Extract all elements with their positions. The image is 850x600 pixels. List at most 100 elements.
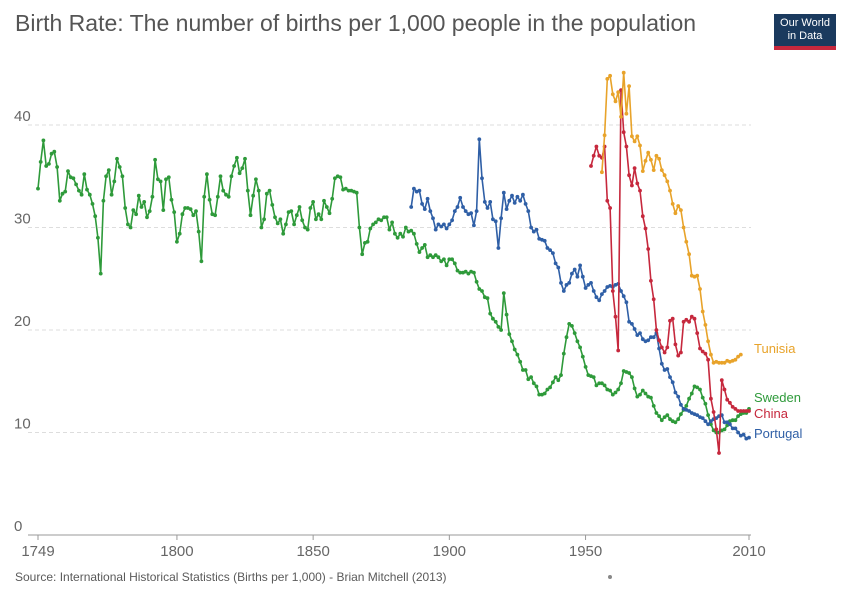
data-point-china[interactable] <box>649 278 653 283</box>
data-point-sweden[interactable] <box>480 289 484 293</box>
data-point-tunisia[interactable] <box>621 70 626 75</box>
data-point-portugal[interactable] <box>706 422 710 427</box>
data-point-sweden[interactable] <box>232 164 237 168</box>
data-point-portugal[interactable] <box>461 205 465 209</box>
data-point-portugal[interactable] <box>510 193 514 198</box>
series-portugal[interactable] <box>409 137 751 441</box>
data-point-sweden[interactable] <box>632 386 637 391</box>
data-point-portugal[interactable] <box>722 420 727 425</box>
data-point-tunisia[interactable] <box>684 239 689 244</box>
data-point-portugal[interactable] <box>597 298 602 303</box>
data-point-sweden[interactable] <box>521 368 525 372</box>
data-point-portugal[interactable] <box>442 222 446 227</box>
data-point-sweden[interactable] <box>150 194 155 199</box>
data-point-portugal[interactable] <box>575 274 580 279</box>
data-point-portugal[interactable] <box>646 338 651 343</box>
data-point-sweden[interactable] <box>36 186 40 191</box>
data-point-sweden[interactable] <box>608 388 612 393</box>
data-point-sweden[interactable] <box>436 255 441 260</box>
data-point-sweden[interactable] <box>485 296 490 301</box>
data-point-china[interactable] <box>706 357 710 362</box>
data-point-sweden[interactable] <box>403 225 408 230</box>
data-point-tunisia[interactable] <box>610 92 615 97</box>
data-point-sweden[interactable] <box>172 210 177 215</box>
data-point-portugal[interactable] <box>627 319 631 324</box>
data-point-sweden[interactable] <box>333 176 337 181</box>
data-point-portugal[interactable] <box>531 229 536 234</box>
data-point-sweden[interactable] <box>665 413 670 417</box>
data-point-sweden[interactable] <box>493 319 498 324</box>
data-point-sweden[interactable] <box>112 179 117 184</box>
data-point-sweden[interactable] <box>534 384 539 389</box>
data-point-china[interactable] <box>717 451 721 455</box>
data-point-sweden[interactable] <box>44 164 49 168</box>
data-point-sweden[interactable] <box>472 270 476 275</box>
data-point-sweden[interactable] <box>602 383 607 388</box>
data-point-tunisia[interactable] <box>635 134 640 139</box>
data-point-portugal[interactable] <box>480 176 484 181</box>
data-point-sweden[interactable] <box>131 208 136 213</box>
data-point-sweden[interactable] <box>591 375 596 379</box>
data-point-portugal[interactable] <box>444 226 449 231</box>
data-point-sweden[interactable] <box>164 177 168 182</box>
data-point-sweden[interactable] <box>66 169 70 174</box>
data-point-portugal[interactable] <box>412 186 416 191</box>
data-point-sweden[interactable] <box>229 174 234 179</box>
data-point-china[interactable] <box>643 226 648 231</box>
data-point-portugal[interactable] <box>709 419 713 424</box>
data-point-portugal[interactable] <box>640 337 645 342</box>
data-point-tunisia[interactable] <box>670 202 675 206</box>
series-line-sweden[interactable] <box>37 139 750 434</box>
data-point-sweden[interactable] <box>281 231 286 236</box>
data-point-sweden[interactable] <box>706 413 710 417</box>
data-point-sweden[interactable] <box>262 217 266 222</box>
data-point-sweden[interactable] <box>616 387 621 392</box>
data-point-sweden[interactable] <box>305 227 310 232</box>
data-point-sweden[interactable] <box>226 194 231 199</box>
data-point-china[interactable] <box>679 350 683 355</box>
data-point-sweden[interactable] <box>87 192 92 197</box>
data-point-sweden[interactable] <box>417 250 422 255</box>
data-point-sweden[interactable] <box>422 243 427 247</box>
data-point-sweden[interactable] <box>109 192 114 197</box>
data-point-portugal[interactable] <box>439 224 444 229</box>
data-point-sweden[interactable] <box>292 222 296 227</box>
data-point-portugal[interactable] <box>417 188 422 193</box>
series-label-china[interactable]: China <box>754 406 789 421</box>
data-point-portugal[interactable] <box>659 361 664 366</box>
data-point-portugal[interactable] <box>687 409 691 413</box>
data-point-sweden[interactable] <box>142 200 147 204</box>
data-point-portugal[interactable] <box>594 295 599 300</box>
data-point-sweden[interactable] <box>414 242 419 246</box>
data-point-sweden[interactable] <box>205 172 209 177</box>
data-point-china[interactable] <box>714 427 719 432</box>
data-point-sweden[interactable] <box>161 208 166 213</box>
owid-logo[interactable]: Our World in Data <box>774 14 836 50</box>
data-point-portugal[interactable] <box>589 281 593 285</box>
data-point-sweden[interactable] <box>63 189 68 194</box>
data-point-portugal[interactable] <box>512 201 517 205</box>
data-point-portugal[interactable] <box>409 205 414 209</box>
data-point-portugal[interactable] <box>736 430 740 435</box>
data-point-sweden[interactable] <box>297 205 302 209</box>
data-point-sweden[interactable] <box>194 209 198 214</box>
data-point-sweden[interactable] <box>444 263 449 268</box>
data-point-sweden[interactable] <box>578 345 582 350</box>
data-point-portugal[interactable] <box>638 331 642 335</box>
data-point-portugal[interactable] <box>570 271 574 276</box>
data-point-tunisia[interactable] <box>717 360 721 365</box>
data-point-sweden[interactable] <box>420 246 424 250</box>
data-point-sweden[interactable] <box>183 206 188 210</box>
data-point-sweden[interactable] <box>580 354 585 359</box>
data-point-portugal[interactable] <box>545 246 550 250</box>
data-point-sweden[interactable] <box>736 414 740 418</box>
data-point-sweden[interactable] <box>425 255 430 260</box>
data-point-sweden[interactable] <box>96 235 100 240</box>
data-point-sweden[interactable] <box>689 391 694 396</box>
data-point-portugal[interactable] <box>485 206 490 210</box>
data-point-sweden[interactable] <box>567 322 572 326</box>
data-point-tunisia[interactable] <box>638 143 642 148</box>
data-point-sweden[interactable] <box>447 257 452 262</box>
series-label-tunisia[interactable]: Tunisia <box>754 341 796 356</box>
data-point-sweden[interactable] <box>393 231 397 236</box>
